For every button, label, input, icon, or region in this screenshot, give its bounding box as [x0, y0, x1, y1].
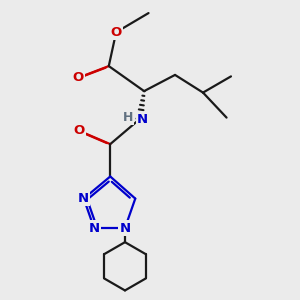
Text: O: O: [74, 124, 85, 137]
Text: N: N: [137, 112, 148, 126]
Text: N: N: [119, 221, 130, 235]
Text: N: N: [78, 192, 89, 205]
Text: O: O: [72, 71, 83, 84]
Text: O: O: [110, 26, 122, 39]
Text: N: N: [88, 221, 100, 235]
Text: H: H: [123, 111, 134, 124]
